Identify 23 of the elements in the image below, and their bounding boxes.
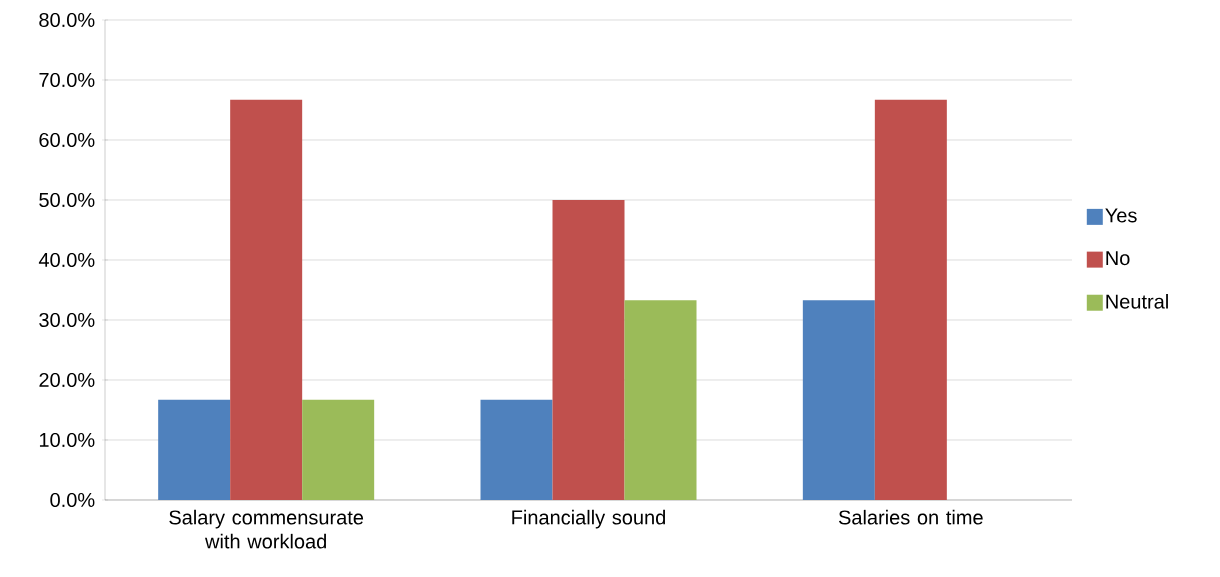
y-tick-label: 30.0% [39,312,95,328]
legend-label: Yes [1105,208,1137,223]
y-tick-label: 0.0% [50,492,95,508]
bar [480,399,553,500]
y-tick-label: 60.0% [39,132,95,148]
x-tick-label: Salary commensurate with workload [169,509,364,549]
legend-label: Neutral [1106,293,1168,309]
x-tick-label: Salaries on time [838,509,983,525]
bar [230,99,303,500]
y-tick-label: 70.0% [39,72,95,88]
bar [874,99,947,500]
y-tick-label: 40.0% [38,252,95,268]
bar [158,399,231,500]
y-tick-label: 20.0% [39,372,95,388]
y-tick-label: 50.0% [39,192,95,208]
bar [302,399,375,500]
y-tick-label: 10.0% [39,432,95,448]
bar [624,300,697,500]
bar [802,300,875,500]
y-tick-label: 80.0% [39,12,95,28]
legend-label: No [1106,251,1130,266]
bar [552,199,625,500]
x-tick-label: Financially sound [512,509,665,529]
